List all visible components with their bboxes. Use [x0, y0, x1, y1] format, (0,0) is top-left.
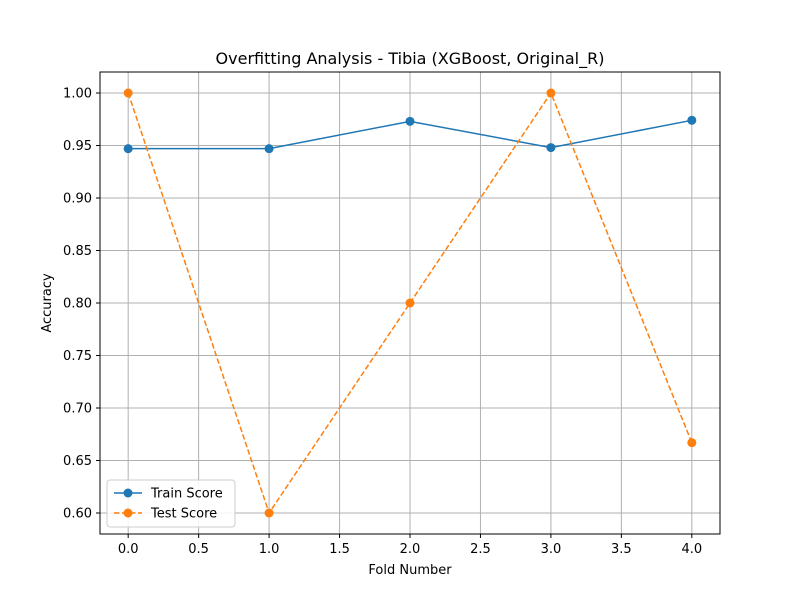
legend-label-test-score: Test Score [150, 507, 217, 522]
train-score-point [123, 144, 133, 154]
x-tick-label: 3.0 [541, 542, 562, 557]
x-tick-label: 4.0 [681, 542, 702, 557]
test-score-point [123, 88, 133, 98]
y-tick-label: 0.65 [63, 454, 92, 469]
legend-label-train-score: Train Score [150, 487, 223, 502]
train-score-point [687, 115, 697, 125]
train-score-point [264, 144, 274, 154]
legend-box [106, 479, 236, 528]
test-score-point [405, 298, 415, 308]
x-tick-label: 0.5 [188, 542, 209, 557]
y-tick-label: 0.85 [63, 244, 92, 259]
x-tick-label: 2.0 [400, 542, 421, 557]
test-score-point [546, 88, 556, 98]
test-score-line [127, 91, 693, 515]
x-axis-label: Fold Number [368, 563, 452, 578]
test-score-point [264, 508, 274, 518]
y-tick-label: 0.75 [63, 349, 92, 364]
y-tick-label: 0.70 [63, 402, 92, 417]
legend-marker-train-score [123, 488, 133, 498]
series-layer [123, 88, 697, 518]
legend: Train Score Test Score [106, 479, 236, 528]
y-tick-label: 0.60 [63, 507, 92, 522]
x-tick-label: 1.5 [329, 542, 350, 557]
x-tick-label: 3.5 [611, 542, 632, 557]
x-tick-label: 1.0 [259, 542, 280, 557]
chart-title: Overfitting Analysis - Tibia (XGBoost, O… [216, 49, 605, 69]
test-score-point [687, 438, 697, 448]
y-tick-label: 0.95 [63, 139, 92, 154]
train-score-point [546, 143, 556, 153]
train-score-point [405, 116, 415, 126]
ticks: 0.0 0.5 1.0 1.5 2.0 2.5 3.0 3.5 4.0 0.60 0.65 0.70 0… [63, 87, 702, 558]
x-tick-label: 0.0 [118, 542, 139, 557]
y-tick-label: 0.90 [63, 192, 92, 207]
legend-marker-test-score [123, 508, 133, 518]
x-tick-label: 2.5 [470, 542, 491, 557]
y-tick-label: 0.80 [63, 297, 92, 312]
y-axis-label: Accuracy [40, 273, 55, 333]
y-tick-label: 1.00 [63, 87, 92, 102]
